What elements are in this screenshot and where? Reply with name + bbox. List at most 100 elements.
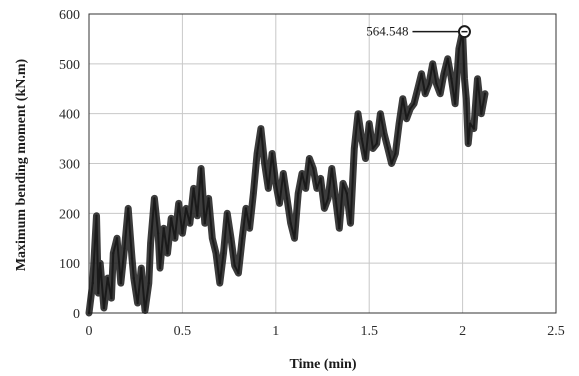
data-point [181,232,184,235]
data-point [420,72,423,76]
data-point [480,112,483,115]
data-point [341,182,345,185]
peak-annotation: 564.548 [366,24,471,39]
data-point [91,281,94,285]
data-point [330,167,333,170]
y-tick-label: 0 [73,307,80,322]
y-axis-title: Maximum bending moment (kN.m) [14,59,29,272]
data-point [136,301,139,305]
data-point [143,309,147,312]
data-point [166,252,169,255]
data-point [123,247,126,250]
data-point [397,122,401,125]
data-point [97,291,100,295]
data-point [334,197,337,200]
data-point [162,227,165,230]
data-point [95,214,98,217]
plot-frame [88,13,557,314]
data-point [226,212,229,215]
data-point [274,182,277,185]
data-point [214,252,218,255]
data-point [390,162,393,165]
data-point [106,276,109,280]
data-point [270,152,274,155]
data-point [368,122,371,125]
data-point [293,237,296,240]
x-axis-title: Time (min) [289,357,356,372]
data-point [252,192,255,195]
data-point [435,82,438,86]
data-point [115,237,119,240]
data-point [472,127,475,130]
data-point [112,252,115,255]
data-point [153,197,156,200]
data-point [439,92,442,95]
series-line [88,30,486,314]
data-point [199,167,203,170]
data-point [263,162,266,165]
data-point [453,102,457,105]
data-point [467,142,470,145]
data-point [442,72,446,76]
data-point [401,97,404,100]
data-point [229,237,233,240]
data-point [267,187,270,190]
y-tick-label: 100 [59,257,80,272]
data-point [326,197,330,200]
data-point [149,242,152,245]
data-point [196,214,199,217]
data-point [356,112,360,115]
y-tick-label: 300 [59,158,80,173]
data-point [468,122,472,125]
data-point [405,117,408,120]
data-point [127,207,130,210]
data-point [319,177,322,180]
data-point [416,87,419,91]
data-point [241,237,244,240]
data-point [222,252,225,255]
data-point [218,281,221,285]
data-point [304,187,307,190]
data-point [345,192,348,195]
data-point [207,197,210,200]
data-point [130,257,134,260]
data-point [382,132,386,135]
data-point [412,102,416,105]
data-point [140,266,143,270]
data-point [338,227,341,230]
x-tick-label: 1.5 [360,324,378,339]
data-point [158,266,162,270]
data-point [323,207,326,210]
x-tick-label: 2 [459,324,466,339]
x-tick-label: 2.5 [547,324,565,339]
data-point [259,127,263,130]
data-point [297,192,300,195]
y-tick-label: 200 [59,207,80,222]
data-point [211,237,214,240]
data-point [184,207,188,210]
data-point [156,232,160,235]
data-point [102,306,106,310]
data-point [315,187,319,190]
data-point [110,296,113,300]
y-tick-label: 600 [59,8,80,23]
y-tick-label: 500 [59,58,80,73]
data-point [285,197,289,200]
data-point [371,147,375,150]
data-point [300,172,304,175]
tick-labels: 0 0.5 1 1.5 2 2.5 0 100 200 300 400 500 600 [59,8,565,339]
data-point [255,152,259,155]
data-point [203,222,206,225]
data-point [394,152,397,155]
data-point [308,157,311,160]
data-point [173,237,177,240]
data-point [170,217,173,220]
data-point [282,172,285,175]
data-point [364,157,367,160]
series-layer [85,28,489,317]
data-point [248,227,251,230]
data-point [119,281,123,285]
x-tick-label: 1 [272,324,279,339]
data-point [177,202,180,205]
